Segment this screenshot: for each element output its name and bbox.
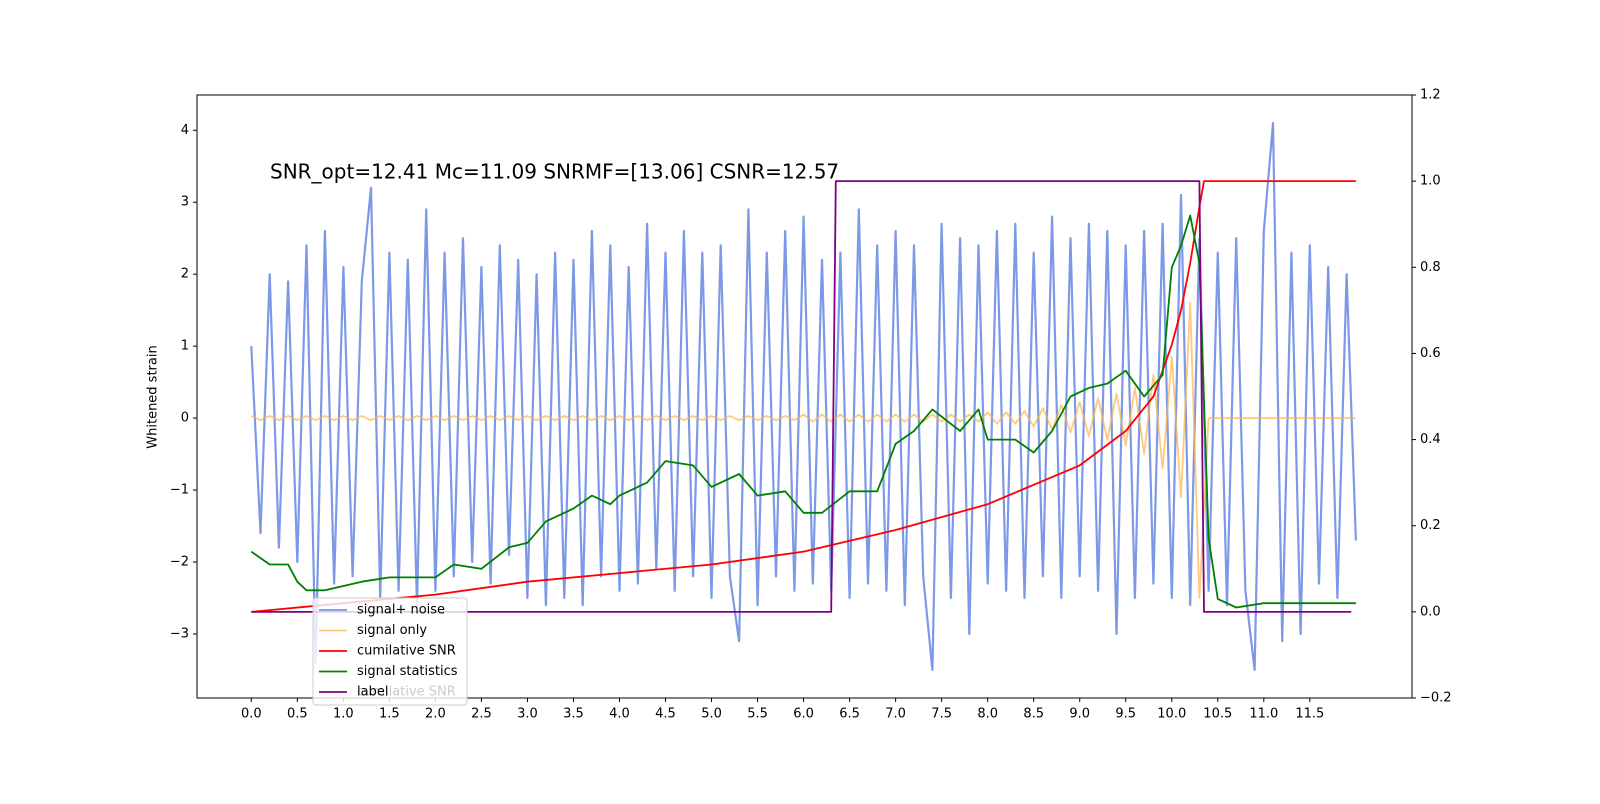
x-tick-label: 0.0 (241, 707, 262, 722)
x-tick-label: 9.5 (1115, 707, 1136, 722)
x-tick-label: 0.5 (287, 707, 308, 722)
legend-label: signal only (357, 623, 427, 638)
x-tick-label: 10.0 (1157, 707, 1186, 722)
legend-label: signal statistics (357, 664, 458, 679)
legend-label: label (357, 685, 388, 700)
x-tick-label: 10.5 (1203, 707, 1232, 722)
x-tick-label: 2.0 (425, 707, 446, 722)
x-tick-label: 3.0 (517, 707, 538, 722)
y2-tick-label: 0.8 (1420, 260, 1441, 275)
x-tick-label: 7.0 (885, 707, 906, 722)
x-tick-label: 8.5 (1023, 707, 1044, 722)
y2-tick-label: 0.4 (1420, 432, 1441, 447)
y-tick-label: 1 (181, 339, 189, 354)
x-tick-label: 5.0 (701, 707, 722, 722)
x-tick-label: 11.0 (1249, 707, 1278, 722)
y-tick-label: 2 (181, 267, 189, 282)
x-tick-label: 6.0 (793, 707, 814, 722)
legend-label: cumilative SNR (357, 644, 456, 659)
series-line (251, 180, 1352, 613)
x-tick-label: 9.0 (1069, 707, 1090, 722)
series-line (250, 122, 1357, 671)
y2-tick-label: 1.2 (1420, 88, 1441, 103)
y-tick-label: 4 (181, 123, 189, 138)
y2-tick-label: 0.0 (1420, 604, 1441, 619)
x-tick-label: 1.0 (333, 707, 354, 722)
x-tick-label: 2.5 (471, 707, 492, 722)
series-line (250, 302, 1356, 599)
x-tick-label: 8.0 (977, 707, 998, 722)
annotation: SNR_opt=12.41 Mc=11.09 SNRMF=[13.06] CSN… (270, 160, 839, 184)
x-tick-label: 7.5 (931, 707, 952, 722)
x-tick-label: 11.5 (1295, 707, 1324, 722)
y-tick-label: 0 (181, 411, 189, 426)
y-axis-label: Whitened strain (146, 345, 161, 448)
x-tick-label: 3.5 (563, 707, 584, 722)
y2-tick-label: 0.2 (1420, 518, 1441, 533)
x-tick-label: 4.5 (655, 707, 676, 722)
y2-tick-label: −0.2 (1420, 691, 1452, 706)
series-line (250, 214, 1356, 609)
x-tick-label: 5.5 (747, 707, 768, 722)
y2-tick-label: 1.0 (1420, 174, 1441, 189)
y-tick-label: −2 (170, 555, 189, 570)
legend-box (312, 597, 468, 706)
legend-label: signal+ noise (357, 603, 445, 618)
y2-tick-label: 0.6 (1420, 346, 1441, 361)
y-tick-label: −1 (170, 483, 189, 498)
plot-frame (196, 94, 1413, 699)
x-tick-label: 4.0 (609, 707, 630, 722)
x-tick-label: 6.5 (839, 707, 860, 722)
y-tick-label: −3 (170, 626, 189, 641)
legend-ghost: cumilative SNR (357, 685, 456, 700)
x-tick-label: 1.5 (379, 707, 400, 722)
y-tick-label: 3 (181, 195, 189, 210)
